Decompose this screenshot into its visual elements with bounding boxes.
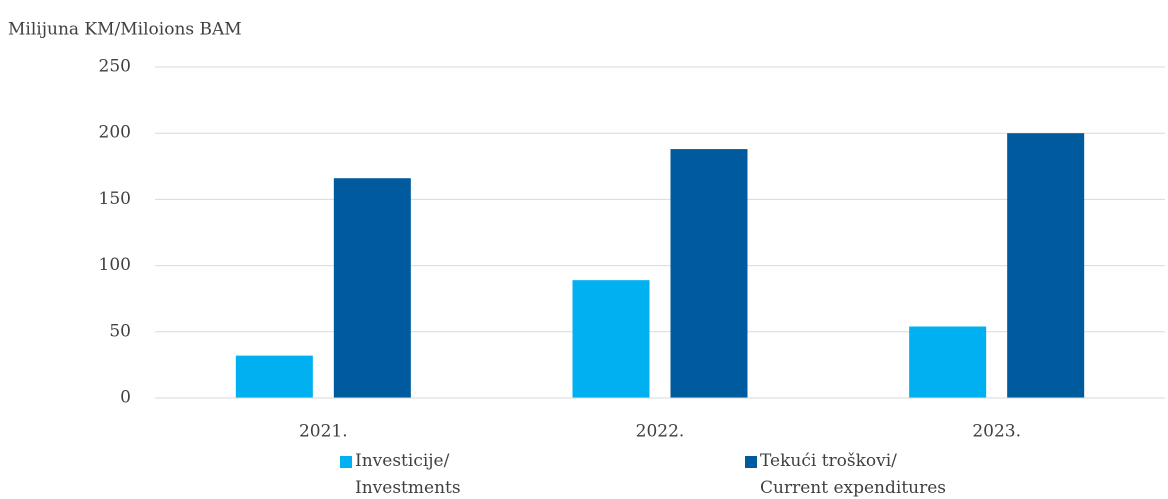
bar — [333, 178, 411, 398]
bar — [1007, 133, 1085, 398]
bar — [909, 326, 987, 398]
y-tick-label: 150 — [99, 189, 131, 209]
bar — [572, 280, 650, 398]
legend-label: Tekući troškovi/ Current expenditures — [760, 451, 947, 498]
y-tick-label: 0 — [120, 388, 131, 408]
legend-swatch — [745, 456, 757, 468]
legend-label: Investicije/ Investments — [355, 451, 461, 498]
bar — [235, 355, 313, 398]
bar — [670, 149, 748, 398]
y-tick-label: 50 — [109, 321, 131, 341]
y-tick-label: 100 — [99, 255, 131, 275]
x-tick-label: 2021. — [299, 422, 348, 442]
y-tick-label: 200 — [99, 123, 131, 143]
y-axis-label: Milijuna KM/Miloions BAM — [8, 20, 242, 40]
y-tick-label: 250 — [99, 57, 131, 77]
legend-swatch — [340, 456, 352, 468]
x-tick-label: 2023. — [972, 422, 1021, 442]
x-tick-label: 2022. — [636, 422, 685, 442]
